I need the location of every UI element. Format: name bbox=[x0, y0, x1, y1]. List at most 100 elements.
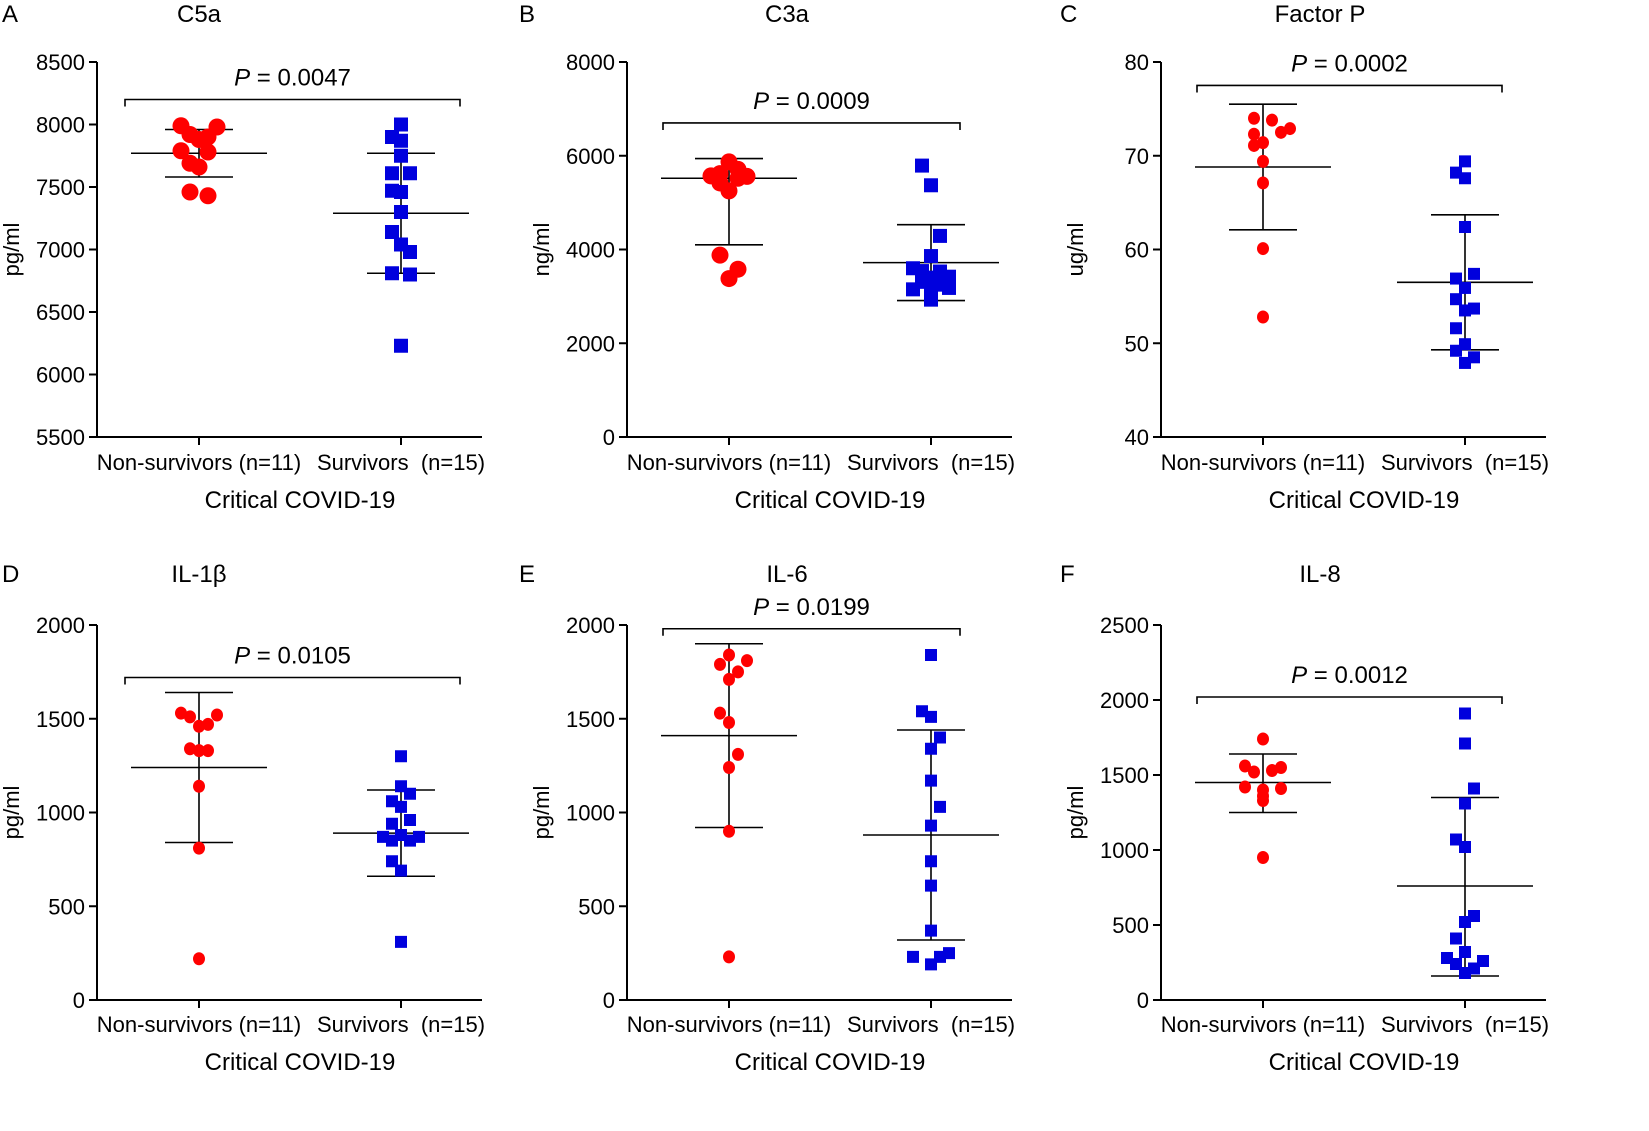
panel-letter: D bbox=[2, 561, 19, 588]
y-axis-label: pg/ml bbox=[529, 786, 554, 840]
data-point-survivor bbox=[1459, 304, 1471, 317]
data-point-non-survivor bbox=[1248, 127, 1260, 141]
x-axis-label: Critical COVID-19 bbox=[205, 1049, 396, 1076]
p-value-label: P = 0.0199 bbox=[753, 594, 870, 621]
data-point-survivor bbox=[925, 774, 937, 787]
data-point-non-survivor bbox=[1248, 111, 1260, 125]
panel-title: C5a bbox=[177, 1, 222, 28]
data-point-non-survivor bbox=[190, 131, 208, 148]
p-value-symbol: P bbox=[753, 594, 769, 621]
y-axis-label: pg/ml bbox=[0, 223, 24, 277]
data-point-non-survivor bbox=[211, 708, 223, 722]
data-point-survivor bbox=[395, 750, 407, 763]
panel-letter: E bbox=[519, 561, 535, 588]
x-category-label: Survivors (n=15) bbox=[1381, 1012, 1549, 1037]
panel-letter: F bbox=[1060, 561, 1075, 588]
significance-bracket bbox=[1196, 696, 1503, 704]
data-point-survivor bbox=[394, 338, 408, 353]
data-point-non-survivor bbox=[723, 950, 735, 964]
data-point-non-survivor bbox=[193, 952, 205, 966]
panel-title: Factor P bbox=[1275, 1, 1366, 28]
y-tick-label: 2500 bbox=[1100, 613, 1149, 638]
panel-F: F IL-8 0 500 1000 1500 2000 2500 pg/ml Non-surviv… bbox=[1060, 561, 1549, 1076]
data-point-non-survivor bbox=[1257, 136, 1269, 150]
y-tick-label: 4000 bbox=[566, 238, 615, 263]
x-category-label: Survivors (n=15) bbox=[317, 1012, 485, 1037]
y-tick-label: 0 bbox=[603, 425, 615, 450]
y-tick-label: 1000 bbox=[566, 801, 615, 826]
data-point-survivor bbox=[1459, 916, 1471, 928]
data-point-survivor bbox=[925, 649, 937, 661]
data-point-survivor bbox=[925, 879, 937, 892]
data-point-survivor bbox=[1459, 155, 1471, 168]
data-point-survivor bbox=[925, 742, 937, 755]
data-point-survivor bbox=[394, 205, 408, 219]
data-point-survivor bbox=[934, 800, 946, 813]
data-point-non-survivor bbox=[720, 270, 738, 288]
p-value-label: P = 0.0002 bbox=[1291, 50, 1408, 77]
data-point-non-survivor bbox=[714, 706, 726, 720]
panel-letter: C bbox=[1060, 1, 1077, 28]
data-point-non-survivor bbox=[1257, 851, 1269, 864]
data-point-survivor bbox=[403, 166, 417, 181]
y-tick-label: 6000 bbox=[36, 363, 85, 388]
data-point-survivor bbox=[924, 249, 938, 264]
panel-B: B C3a 0 2000 4000 6000 8000 ng/ml Non-survivors … bbox=[519, 1, 1015, 514]
data-point-non-survivor bbox=[714, 657, 726, 671]
data-point-survivor bbox=[386, 817, 398, 830]
data-point-survivor bbox=[1459, 281, 1471, 294]
y-tick-label: 7000 bbox=[36, 238, 85, 263]
data-point-survivor bbox=[906, 282, 920, 297]
x-category-label: Non-survivors (n=11) bbox=[627, 1012, 831, 1037]
data-point-non-survivor bbox=[732, 665, 744, 679]
y-tick-label: 1500 bbox=[36, 707, 85, 732]
y-tick-label: 6000 bbox=[566, 144, 615, 169]
y-tick-label: 40 bbox=[1125, 425, 1149, 450]
p-value-number: = 0.0012 bbox=[1307, 662, 1408, 689]
data-point-non-survivor bbox=[1257, 732, 1269, 746]
y-tick-label: 500 bbox=[48, 894, 85, 919]
panel-C: C Factor P 40 50 60 70 80 ug/ml Non-survivors (n… bbox=[1060, 1, 1549, 514]
p-value-symbol: P bbox=[1291, 50, 1307, 77]
data-point-non-survivor bbox=[181, 183, 199, 201]
x-axis-label: Critical COVID-19 bbox=[205, 487, 396, 514]
data-point-survivor bbox=[386, 834, 398, 847]
data-point-survivor bbox=[1468, 267, 1480, 280]
data-point-non-survivor bbox=[1266, 764, 1278, 777]
y-tick-label: 8000 bbox=[566, 50, 615, 75]
data-point-non-survivor bbox=[723, 824, 735, 838]
data-point-non-survivor bbox=[199, 187, 217, 205]
y-tick-label: 0 bbox=[1137, 988, 1149, 1013]
data-point-survivor bbox=[395, 800, 407, 813]
y-tick-label: 500 bbox=[1112, 913, 1149, 938]
x-category-label: Survivors (n=15) bbox=[317, 450, 485, 475]
data-point-non-survivor bbox=[723, 672, 735, 686]
data-point-survivor bbox=[385, 266, 399, 281]
x-category-label: Survivors (n=15) bbox=[847, 1012, 1015, 1037]
p-value-number: = 0.0002 bbox=[1307, 50, 1408, 77]
data-point-survivor bbox=[1450, 293, 1462, 306]
x-axis-label: Critical COVID-19 bbox=[735, 1049, 926, 1076]
significance-bracket bbox=[124, 676, 461, 685]
p-value-number: = 0.0009 bbox=[769, 88, 870, 115]
panel-letter: B bbox=[519, 1, 535, 28]
p-value-label: P = 0.0105 bbox=[234, 643, 351, 670]
data-point-survivor bbox=[1450, 322, 1462, 335]
data-point-survivor bbox=[925, 924, 937, 937]
y-tick-label: 1000 bbox=[36, 801, 85, 826]
data-point-non-survivor bbox=[1284, 122, 1296, 136]
x-axis-label: Critical COVID-19 bbox=[1269, 487, 1460, 514]
y-tick-label: 1500 bbox=[566, 707, 615, 732]
data-point-survivor bbox=[394, 133, 408, 148]
data-point-survivor bbox=[404, 814, 416, 826]
y-tick-label: 0 bbox=[603, 988, 615, 1013]
y-tick-label: 8000 bbox=[36, 113, 85, 138]
significance-bracket bbox=[1196, 84, 1503, 93]
data-point-non-survivor bbox=[1257, 310, 1269, 324]
data-point-non-survivor bbox=[190, 158, 208, 176]
p-value-number: = 0.0199 bbox=[769, 594, 870, 621]
data-point-survivor bbox=[925, 710, 937, 723]
y-tick-label: 8500 bbox=[36, 50, 85, 75]
panel-title: C3a bbox=[765, 1, 810, 28]
data-point-non-survivor bbox=[1239, 759, 1251, 773]
